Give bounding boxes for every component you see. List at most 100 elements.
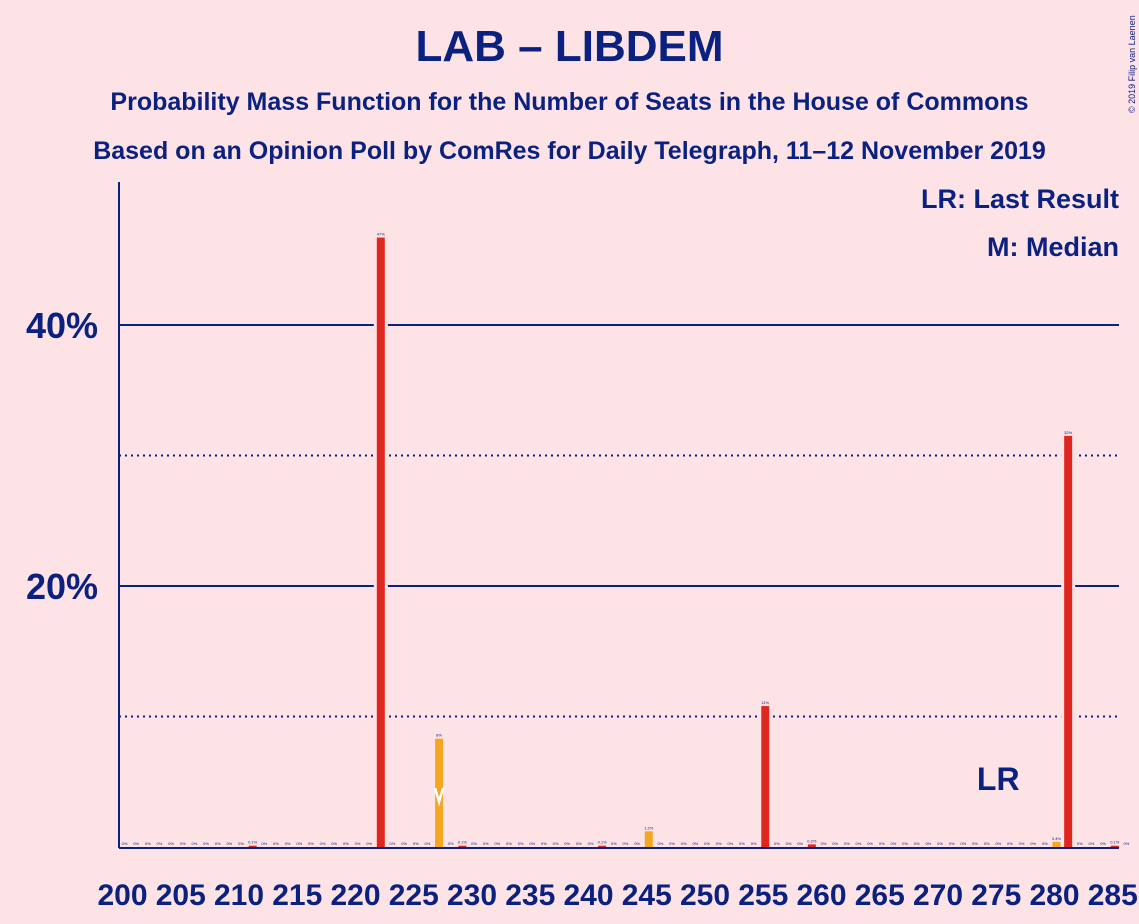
data-label: 0.1% xyxy=(1110,840,1120,845)
legend-median: M: Median xyxy=(987,232,1119,262)
data-label: 0% xyxy=(658,841,664,846)
bar-seat-241 xyxy=(598,845,607,847)
data-label: 0% xyxy=(366,841,372,846)
data-label: 0% xyxy=(821,841,827,846)
axis-layer: 20%40%200 205 210 215 220 225 230 235 240 245 250 2… xyxy=(26,182,1138,912)
data-label: 0% xyxy=(949,841,955,846)
data-label: 0% xyxy=(972,841,978,846)
data-label: 0% xyxy=(879,841,885,846)
data-label: 0% xyxy=(203,841,209,846)
chart-subtitle-2: Based on an Opinion Poll by ComRes for D… xyxy=(93,137,1046,165)
data-label: 0% xyxy=(226,841,232,846)
data-label: 0% xyxy=(681,841,687,846)
data-label: 0% xyxy=(856,841,862,846)
x-tick-label: 210 xyxy=(214,879,264,912)
data-label: 0% xyxy=(739,841,745,846)
legend-last-result: LR: Last Result xyxy=(920,184,1119,214)
data-label: 0% xyxy=(483,841,489,846)
data-label: 0% xyxy=(471,841,477,846)
data-label: 0% xyxy=(995,841,1001,846)
data-label: 0% xyxy=(553,841,559,846)
x-tick-label: 230 xyxy=(447,879,497,912)
data-label: 0% xyxy=(914,841,920,846)
data-label: 0% xyxy=(296,841,302,846)
grid-layer xyxy=(119,324,1119,718)
x-tick-label: 245 xyxy=(622,879,672,912)
last-result-label: LR xyxy=(977,761,1020,797)
data-label: 0% xyxy=(192,841,198,846)
x-tick-label: 250 xyxy=(680,879,730,912)
data-label: 1.2% xyxy=(644,825,654,830)
data-label: 0% xyxy=(133,841,139,846)
data-label: 0% xyxy=(937,841,943,846)
data-label: 0% xyxy=(797,841,803,846)
data-label: 0% xyxy=(343,841,349,846)
data-label: 0% xyxy=(611,841,617,846)
x-tick-label: 225 xyxy=(389,879,439,912)
data-label: 0% xyxy=(261,841,267,846)
data-label: 0.1% xyxy=(598,840,608,845)
data-label: 0% xyxy=(588,841,594,846)
data-label: 0% xyxy=(960,841,966,846)
data-label: 11% xyxy=(761,700,769,705)
x-tick-label: 265 xyxy=(855,879,905,912)
bar-seat-227 xyxy=(435,738,444,847)
data-label: 0% xyxy=(285,841,291,846)
data-label: 0% xyxy=(925,841,931,846)
label-layer: 0% 0% 0% 0% 0% 0% 0% 0% 0% 0% 0% 0.1% 0% 0% 0% 0% 0% 0% 0%… xyxy=(122,232,1130,846)
data-label: 0.4% xyxy=(1052,836,1062,841)
data-label: 0% xyxy=(1042,841,1048,846)
data-label: 0% xyxy=(168,841,174,846)
data-label: 0% xyxy=(506,841,512,846)
x-tick-label: 270 xyxy=(913,879,963,912)
data-label: 0% xyxy=(692,841,698,846)
data-label: 0% xyxy=(669,841,675,846)
data-label: 0% xyxy=(1100,841,1106,846)
data-label: 0% xyxy=(867,841,873,846)
data-label: 0% xyxy=(844,841,850,846)
chart-subtitle-1: Probability Mass Function for the Number… xyxy=(110,88,1029,116)
data-label: 0% xyxy=(320,841,326,846)
bar-seat-245 xyxy=(644,831,653,847)
data-label: 0% xyxy=(448,841,454,846)
data-label: 0% xyxy=(704,841,710,846)
data-label: 0% xyxy=(832,841,838,846)
bar-seat-229 xyxy=(458,845,467,847)
data-label: 0% xyxy=(1030,841,1036,846)
data-label: 0% xyxy=(1007,841,1013,846)
x-tick-label: 255 xyxy=(738,879,788,912)
data-label: 0% xyxy=(751,841,757,846)
x-tick-label: 235 xyxy=(505,879,555,912)
data-label: 0.1% xyxy=(458,840,468,845)
y-tick-label: 20% xyxy=(26,566,98,607)
data-label: 0% xyxy=(494,841,500,846)
x-tick-label: 220 xyxy=(330,879,380,912)
data-label: 0% xyxy=(1077,841,1083,846)
data-label: 0% xyxy=(564,841,570,846)
bar-seat-285 xyxy=(1110,845,1119,847)
data-label: 0% xyxy=(902,841,908,846)
x-tick-label: 280 xyxy=(1029,879,1079,912)
bar-seat-222 xyxy=(376,237,385,847)
data-label: 0% xyxy=(180,841,186,846)
bar-seat-255 xyxy=(761,706,770,847)
data-label: 0% xyxy=(157,841,163,846)
data-label: 0.2% xyxy=(807,838,817,843)
x-tick-label: 205 xyxy=(156,879,206,912)
bar-seat-211 xyxy=(248,845,257,847)
data-label: 0% xyxy=(1089,841,1095,846)
data-label: 0% xyxy=(727,841,733,846)
data-label: 0% xyxy=(425,841,431,846)
data-label: 0% xyxy=(716,841,722,846)
data-label: 0% xyxy=(891,841,897,846)
y-tick-label: 40% xyxy=(26,305,98,346)
data-label: 0% xyxy=(786,841,792,846)
data-label: 0.1% xyxy=(248,840,258,845)
x-tick-label: 215 xyxy=(272,879,322,912)
x-tick-label: 285 xyxy=(1088,879,1138,912)
data-label: 0% xyxy=(401,841,407,846)
chart-title: LAB – LIBDEM xyxy=(415,22,724,71)
data-label: 0% xyxy=(576,841,582,846)
data-label: 0% xyxy=(518,841,524,846)
data-label: 0% xyxy=(774,841,780,846)
